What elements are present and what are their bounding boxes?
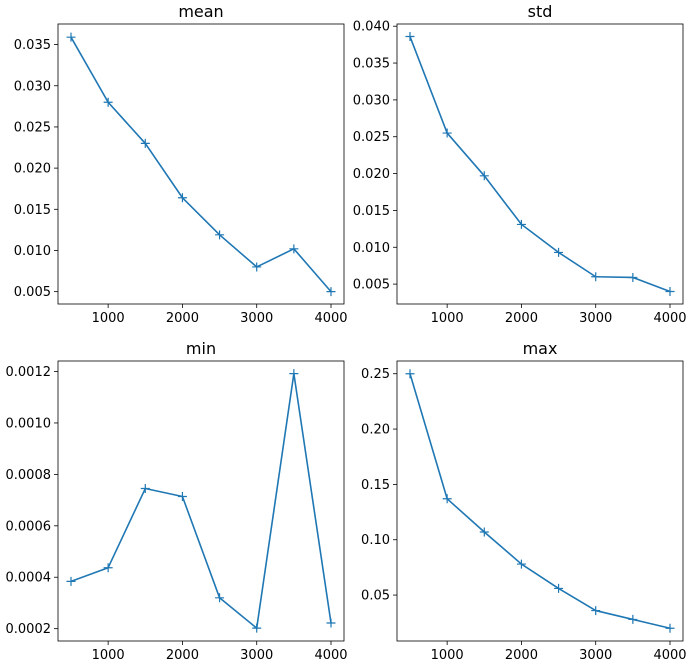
y-tick-label: 0.0010 [6, 416, 52, 431]
y-tick-label: 0.0002 [6, 622, 52, 637]
x-tick-label: 4000 [653, 648, 686, 663]
subplot-std: std 1000 2000 3000 4000 0.005 0.010 0.015 0.020… [353, 2, 687, 326]
x-tick-label: 3000 [579, 648, 612, 663]
data-point [103, 97, 113, 107]
y-tick-label: 0.10 [361, 533, 390, 548]
x-tick-label: 1000 [431, 648, 464, 663]
y-tick-label: 0.040 [353, 20, 390, 35]
data-point [326, 618, 336, 628]
data-point [628, 614, 638, 624]
data-point [405, 369, 415, 379]
data-point [252, 262, 262, 272]
y-tick-label: 0.005 [14, 285, 51, 300]
y-tick-label: 0.0008 [6, 468, 52, 483]
y-tick-label: 0.035 [353, 57, 390, 72]
y-tick-label: 0.0004 [6, 571, 52, 586]
y-tick-label: 0.010 [14, 244, 51, 259]
data-point [215, 593, 225, 603]
subplot-title: std [528, 2, 553, 21]
y-tick-label: 0.15 [361, 478, 390, 493]
data-point [479, 171, 489, 181]
subplot-title: max [523, 339, 558, 358]
data-point [177, 492, 187, 501]
axes-frame [57, 360, 345, 642]
x-tick-label: 4000 [314, 648, 347, 663]
x-tick-label: 1000 [92, 648, 125, 663]
x-tick-label: 3000 [579, 311, 612, 326]
x-tick-label: 3000 [240, 311, 273, 326]
y-tick-label: 0.015 [14, 203, 51, 218]
data-point [103, 563, 113, 573]
x-tick-label: 1000 [92, 311, 125, 326]
subplot-max: max 1000 2000 3000 4000 0.05 0.10 0.15 0.20 0.25 [361, 339, 687, 663]
data-point [326, 287, 336, 297]
y-tick-label: 0.025 [353, 130, 390, 145]
data-point [140, 484, 150, 494]
axes-frame [57, 23, 345, 305]
x-tick-label: 1000 [431, 311, 464, 326]
x-tick-label: 2000 [505, 311, 538, 326]
x-tick-label: 4000 [653, 311, 686, 326]
series-line [70, 372, 332, 629]
y-tick-label: 0.0006 [6, 519, 52, 534]
series-line [409, 373, 671, 630]
subplot-title: mean [178, 2, 223, 21]
data-point [516, 559, 526, 569]
series-line [409, 36, 671, 293]
data-point [215, 230, 225, 240]
data-point [252, 623, 262, 633]
x-tick-label: 3000 [240, 648, 273, 663]
y-tick-label: 0.005 [353, 278, 390, 293]
data-point [405, 32, 415, 42]
y-tick-label: 0.015 [353, 204, 390, 219]
series-line [70, 36, 332, 293]
data-point [591, 272, 601, 282]
x-tick-label: 4000 [314, 311, 347, 326]
data-point [665, 286, 675, 296]
data-point [628, 272, 638, 282]
y-tick-label: 0.020 [14, 162, 51, 177]
data-point [479, 527, 489, 537]
y-tick-label: 0.0012 [6, 365, 52, 380]
data-point [516, 219, 526, 229]
subplot-title: min [186, 339, 216, 358]
subplot-min: min 1000 2000 3000 4000 0.0002 0.0004 0.0006 0.… [6, 339, 348, 663]
y-tick-label: 0.010 [353, 241, 390, 256]
y-tick-label: 0.025 [14, 120, 51, 135]
data-point [591, 606, 601, 616]
data-point [140, 138, 150, 148]
data-point [442, 128, 452, 138]
x-tick-label: 2000 [166, 311, 199, 326]
data-point [289, 369, 299, 379]
y-tick-label: 0.035 [14, 38, 51, 53]
data-point [177, 193, 187, 203]
y-tick-label: 0.030 [353, 93, 390, 108]
y-tick-label: 0.25 [361, 367, 390, 382]
y-tick-label: 0.030 [14, 79, 51, 94]
data-point [554, 247, 564, 257]
data-point [289, 244, 299, 254]
data-point [665, 623, 675, 633]
y-tick-label: 0.20 [361, 423, 390, 438]
subplot-mean: mean 1000 2000 3000 4000 0.005 0.010 0.015 0.02… [14, 2, 348, 326]
x-tick-label: 2000 [505, 648, 538, 663]
y-tick-label: 0.05 [361, 589, 390, 604]
x-tick-label: 2000 [166, 648, 199, 663]
y-tick-label: 0.020 [353, 167, 390, 182]
data-point [442, 494, 452, 504]
axes-frame [396, 360, 684, 642]
data-point [66, 32, 76, 42]
data-point [554, 583, 564, 593]
axes-frame [396, 23, 684, 305]
data-point [66, 576, 76, 586]
